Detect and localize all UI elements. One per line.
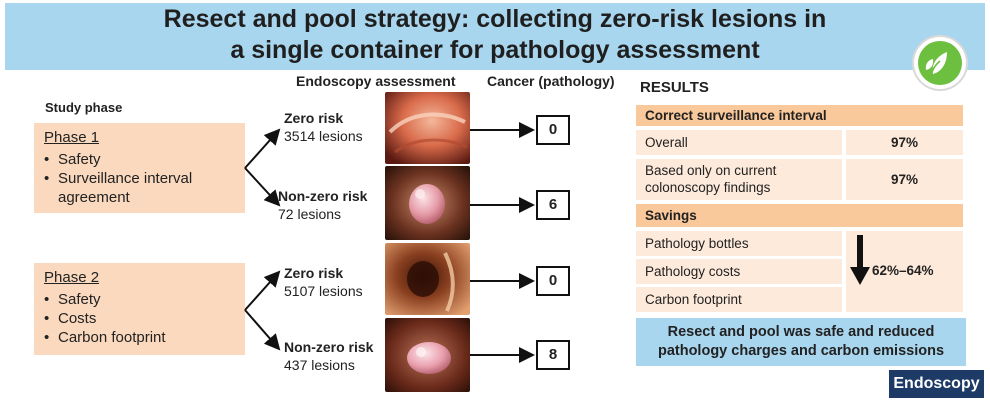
lesion-count: 72 lesions: [278, 206, 342, 222]
savings-section-bar: Savings: [636, 204, 963, 227]
endoscopy-image: [385, 318, 470, 392]
lesion-count: 437 lesions: [284, 357, 355, 373]
cancer-count-box: 0: [536, 266, 570, 296]
branch-arrow: [244, 128, 281, 169]
savings-item: Pathology costs: [636, 259, 842, 284]
title-line-1: Resect and pool strategy: collecting zer…: [163, 5, 827, 33]
phase-1-title: Phase 1: [44, 129, 100, 146]
risk-label: Zero risk: [284, 265, 344, 281]
journal-badge: Endoscopy: [889, 370, 984, 398]
lesion-count: 5107 lesions: [284, 283, 363, 299]
surveillance-section-bar: Correct surveillance interval: [636, 105, 963, 126]
risk-label: Zero risk: [284, 110, 344, 126]
title-line-2: a single container for pathology assessm…: [230, 36, 760, 64]
phase-2-item: • Safety: [44, 291, 101, 308]
phase-2-item: • Costs: [44, 310, 97, 327]
branch-arrow: [244, 270, 281, 311]
conclusion-box: Resect and pool was safe and reduced pat…: [636, 318, 966, 366]
overall-label: Overall: [636, 130, 842, 155]
risk-label: Non-zero risk: [278, 188, 368, 204]
savings-item: Carbon footprint: [636, 287, 842, 312]
cancer-count-box: 6: [536, 190, 570, 220]
phase-2-item: • Carbon footprint: [44, 329, 166, 346]
endoscopy-image: [385, 243, 470, 315]
endoscopy-assessment-header: Endoscopy assessment: [296, 73, 456, 89]
branch-arrow: [244, 167, 281, 207]
title-banner: [5, 3, 985, 70]
down-arrow-icon: [850, 235, 870, 285]
savings-item: Pathology bottles: [636, 231, 842, 256]
phase-1-item: • Safety: [44, 151, 101, 168]
results-heading: RESULTS: [640, 79, 709, 96]
current-findings-label: Based only on current colonoscopy findin…: [636, 159, 842, 200]
branch-arrow: [244, 309, 281, 351]
savings-value-cell: 62%–64%: [846, 231, 963, 312]
cancer-count-box: 8: [536, 340, 570, 370]
phase-1-item: agreement: [58, 189, 130, 206]
leaf-logo-icon: [912, 35, 968, 91]
phase-1-item: • Surveillance interval: [44, 170, 193, 187]
endoscopy-image: [385, 92, 470, 164]
lesion-count: 3514 lesions: [284, 128, 363, 144]
savings-value: 62%–64%: [872, 263, 934, 278]
page-title: Resect and pool strategy: collecting zer…: [5, 4, 985, 66]
cancer-pathology-header: Cancer (pathology): [487, 73, 615, 89]
overall-value: 97%: [846, 130, 963, 155]
conclusion-line-1: Resect and pool was safe and reduced: [667, 324, 935, 340]
risk-label: Non-zero risk: [284, 339, 374, 355]
cancer-count-box: 0: [536, 115, 570, 145]
study-phase-header: Study phase: [45, 100, 123, 115]
phase-2-title: Phase 2: [44, 269, 100, 286]
phase-2-box: Phase 2 • Safety • Costs • Carbon footprint: [34, 263, 245, 355]
endoscopy-image: [385, 166, 470, 240]
phase-1-box: Phase 1 • Safety • Surveillance interval a…: [34, 123, 245, 213]
conclusion-line-2: pathology charges and carbon emissions: [657, 343, 945, 359]
current-findings-value: 97%: [846, 159, 963, 200]
